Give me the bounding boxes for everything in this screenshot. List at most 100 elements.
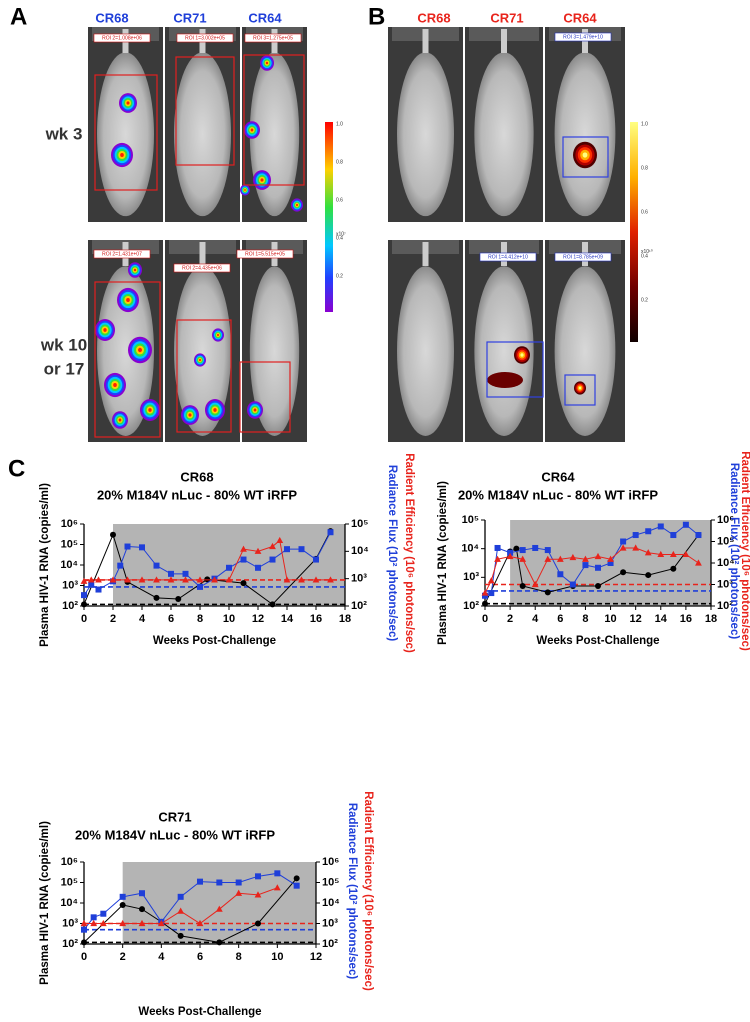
chart-subtitle: 20% M184V nLuc - 80% WT iRFP xyxy=(75,827,275,842)
marker xyxy=(327,576,334,583)
y2-tick-label: 10² xyxy=(717,600,733,612)
marker xyxy=(293,875,300,882)
x-tick-label: 8 xyxy=(197,613,203,625)
marker xyxy=(139,906,145,913)
y-axis-label: Plasma HIV-1 RNA (copies/ml) xyxy=(39,821,51,985)
y-tick-label: 10³ xyxy=(463,571,479,583)
marker xyxy=(532,544,539,551)
roi-label-box xyxy=(479,252,537,262)
signal xyxy=(253,408,257,412)
x-tick-label: 2 xyxy=(120,951,126,963)
mouse xyxy=(474,52,534,217)
tail-holder xyxy=(199,242,206,266)
marker xyxy=(255,564,261,571)
marker xyxy=(157,919,165,927)
y-tick-label: 10³ xyxy=(62,579,78,591)
marker xyxy=(255,920,261,927)
marker xyxy=(139,890,145,897)
y-tick-label: 10⁴ xyxy=(461,543,479,555)
x-tick-label: 0 xyxy=(482,613,488,625)
y2-tick-label: 10⁴ xyxy=(322,897,340,909)
y-tick-label: 10² xyxy=(62,938,78,950)
marker xyxy=(81,592,87,599)
marker xyxy=(544,589,551,596)
marker xyxy=(81,939,87,946)
mouse xyxy=(97,52,154,217)
marker xyxy=(153,594,160,601)
y2-tick-label: 10⁵ xyxy=(717,535,734,547)
roi-label-box xyxy=(93,33,151,43)
roi-label: ROI 1=4.412e+10 xyxy=(488,254,528,260)
marker xyxy=(645,572,652,579)
marker xyxy=(682,521,689,528)
marker xyxy=(90,919,98,927)
signal xyxy=(520,353,524,357)
y-tick-label: 10³ xyxy=(62,917,78,929)
marker xyxy=(124,576,131,583)
colorbar-label: 1.0 xyxy=(336,121,343,127)
y2-tick-label: 10⁵ xyxy=(322,876,339,888)
roi-label-box xyxy=(554,252,612,262)
x-tick-label: 12 xyxy=(630,613,642,625)
marker xyxy=(119,893,126,900)
chart-subtitle: 20% M184V nLuc - 80% WT iRFP xyxy=(97,487,297,502)
marker xyxy=(695,532,702,539)
marker xyxy=(182,576,189,583)
marker xyxy=(177,893,184,900)
marker xyxy=(519,582,526,589)
marker xyxy=(488,590,495,597)
x-axis-label: Weeks Post-Challenge xyxy=(536,635,659,647)
x-tick-label: 14 xyxy=(655,613,668,625)
y2-axis-label: Radiance Flux (10² photons/sec) xyxy=(386,465,398,642)
marker xyxy=(669,550,677,558)
mouse xyxy=(474,266,534,436)
signal xyxy=(265,61,269,65)
marker xyxy=(482,600,488,607)
series-line xyxy=(83,877,298,943)
marker xyxy=(182,570,189,577)
column-label: CR64 xyxy=(248,10,282,25)
images: ROI 2=1.008e+06 ROI 1=3.002e+05 ROI 3=1.27… xyxy=(88,27,638,442)
y2-axis-label: Radiance Flux (10² photons/sec) xyxy=(728,463,740,640)
y2-tick-label: 10³ xyxy=(717,578,733,590)
roi-label-box xyxy=(176,33,234,43)
marker xyxy=(657,523,664,530)
marker xyxy=(569,553,577,561)
y2-tick-label: 10³ xyxy=(351,573,367,585)
marker xyxy=(569,581,576,588)
marker xyxy=(620,538,627,545)
x-tick-label: 16 xyxy=(310,613,322,625)
marker xyxy=(544,555,552,562)
mouse xyxy=(174,266,231,436)
column-label: CR71 xyxy=(173,10,206,25)
colorbar xyxy=(630,122,638,342)
signal xyxy=(296,203,298,207)
marker xyxy=(88,581,95,588)
signal xyxy=(199,358,201,362)
marker xyxy=(211,576,218,583)
roi-label-box xyxy=(173,263,231,273)
colorbar-label: 0.2 xyxy=(336,273,343,279)
marker xyxy=(482,592,488,599)
marker xyxy=(197,878,203,885)
mouse xyxy=(249,266,300,436)
marker xyxy=(235,889,243,896)
x-tick-label: 10 xyxy=(271,951,283,963)
mouse xyxy=(554,52,616,217)
colorbar xyxy=(325,122,333,312)
marker xyxy=(312,576,320,583)
marker xyxy=(644,549,652,556)
signal xyxy=(244,189,246,191)
roi-box xyxy=(94,74,158,191)
marker xyxy=(215,905,223,912)
roi-box xyxy=(562,136,609,178)
x-tick-label: 18 xyxy=(705,613,717,625)
marker xyxy=(119,901,126,908)
marker xyxy=(544,547,551,554)
y2-tick-label: 10⁴ xyxy=(717,557,735,569)
marker xyxy=(594,552,602,560)
marker xyxy=(556,555,564,562)
marker xyxy=(254,891,262,898)
marker xyxy=(175,595,182,602)
charts: CR68 20% M184V nLuc - 80% WT iRFP 0 2 4 6 8 10 1… xyxy=(39,451,750,1018)
